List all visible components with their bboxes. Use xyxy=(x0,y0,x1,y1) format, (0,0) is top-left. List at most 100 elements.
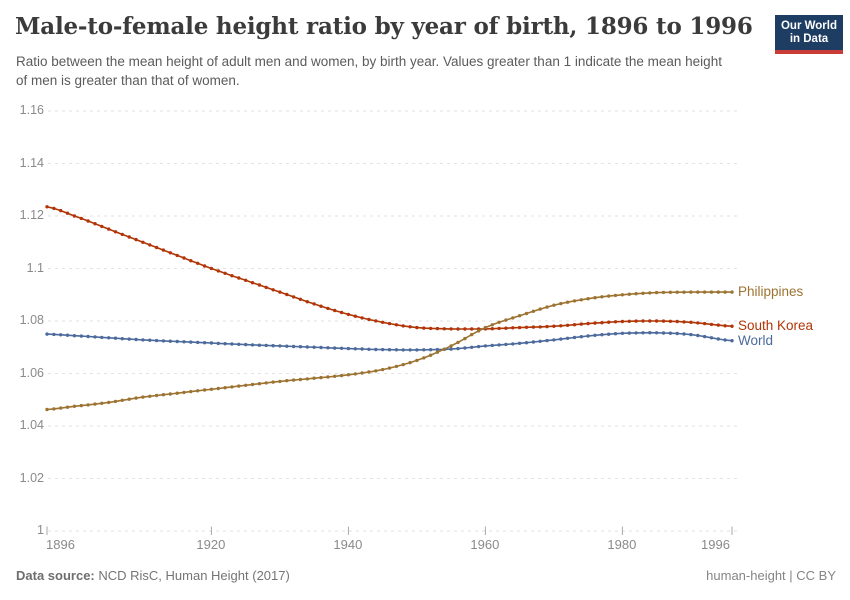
series-marker-world xyxy=(613,332,618,336)
series-marker-world xyxy=(497,343,501,347)
series-marker-world xyxy=(52,332,56,337)
series-marker-philippines xyxy=(702,290,707,294)
series-marker-world xyxy=(161,339,166,343)
series-marker-philippines xyxy=(264,381,268,385)
series-marker-world xyxy=(353,347,357,351)
series-marker-philippines xyxy=(339,373,344,378)
series-marker-south-korea xyxy=(168,251,172,255)
series-marker-south-korea xyxy=(339,310,344,315)
series-marker-world xyxy=(696,333,700,338)
series-marker-south-korea xyxy=(319,304,323,308)
owid-logo-line1: Our World xyxy=(780,19,837,32)
series-marker-south-korea xyxy=(154,245,159,250)
series-marker-world xyxy=(189,340,193,344)
series-marker-philippines xyxy=(517,314,522,318)
series-line-south-korea xyxy=(46,206,733,330)
series-marker-south-korea xyxy=(285,292,289,297)
series-marker-world xyxy=(291,344,296,349)
y-tick-label-1.06: 1.06 xyxy=(19,365,44,380)
series-marker-south-korea xyxy=(374,319,378,323)
series-marker-philippines xyxy=(209,387,214,391)
series-marker-south-korea xyxy=(312,302,316,306)
series-marker-south-korea xyxy=(93,222,97,226)
series-marker-world xyxy=(223,342,227,346)
series-marker-south-korea xyxy=(730,324,734,328)
series-marker-world xyxy=(168,339,172,343)
series-marker-south-korea xyxy=(202,264,207,268)
series-marker-world xyxy=(367,347,371,351)
series-marker-world xyxy=(298,345,303,349)
series-marker-world xyxy=(237,342,241,346)
series-marker-world xyxy=(511,342,515,346)
legend-label-south-korea[interactable]: South Korea xyxy=(738,318,814,334)
series-marker-south-korea xyxy=(230,274,234,278)
series-marker-philippines xyxy=(113,399,118,404)
series-marker-philippines xyxy=(415,358,419,363)
series-marker-south-korea xyxy=(661,319,666,323)
series-marker-world xyxy=(154,338,159,343)
series-marker-south-korea xyxy=(675,319,679,324)
legend-label-philippines[interactable]: Philippines xyxy=(738,284,804,300)
y-tick-label-1.14: 1.14 xyxy=(19,155,44,170)
series-marker-world xyxy=(79,334,84,338)
series-marker-south-korea xyxy=(120,232,125,237)
series-marker-south-korea xyxy=(565,323,570,327)
series-marker-philippines xyxy=(134,396,138,400)
series-marker-south-korea xyxy=(271,288,275,292)
series-marker-south-korea xyxy=(65,211,70,215)
x-tick-label-1940: 1940 xyxy=(333,537,363,552)
series-marker-south-korea xyxy=(209,266,214,271)
series-marker-world xyxy=(244,342,248,347)
series-marker-world xyxy=(380,347,385,352)
series-marker-south-korea xyxy=(415,325,419,330)
series-marker-philippines xyxy=(442,347,446,351)
series-marker-philippines xyxy=(52,407,56,411)
series-marker-south-korea xyxy=(100,224,104,229)
series-marker-philippines xyxy=(531,309,536,313)
series-marker-philippines xyxy=(387,366,392,370)
series-marker-world xyxy=(346,346,351,351)
series-marker-philippines xyxy=(586,297,590,301)
series-marker-south-korea xyxy=(696,321,700,325)
series-marker-world xyxy=(107,336,111,340)
owid-logo[interactable]: Our World in Data xyxy=(775,15,843,54)
series-marker-philippines xyxy=(401,362,405,367)
series-marker-south-korea xyxy=(326,306,330,311)
series-marker-south-korea xyxy=(716,323,720,327)
data-source[interactable]: Data source: NCD RisC, Human Height (201… xyxy=(16,568,290,583)
series-marker-south-korea xyxy=(223,271,227,275)
series-marker-philippines xyxy=(182,390,186,395)
series-marker-world xyxy=(668,331,673,335)
license-note[interactable]: human-height | CC BY xyxy=(706,568,836,583)
series-marker-philippines xyxy=(696,290,700,294)
series-marker-philippines xyxy=(654,290,659,295)
y-tick-label-1.1: 1.1 xyxy=(26,260,44,275)
series-marker-philippines xyxy=(196,389,200,393)
series-marker-south-korea xyxy=(723,324,727,328)
series-marker-south-korea xyxy=(593,321,597,325)
series-marker-world xyxy=(428,348,433,352)
series-marker-philippines xyxy=(161,393,166,397)
series-marker-philippines xyxy=(107,400,111,405)
series-marker-south-korea xyxy=(538,325,542,329)
series-marker-south-korea xyxy=(572,323,577,327)
series-marker-philippines xyxy=(333,374,337,378)
series-marker-south-korea xyxy=(59,208,63,213)
series-marker-south-korea xyxy=(127,235,131,239)
series-marker-south-korea xyxy=(668,319,673,323)
series-marker-south-korea xyxy=(86,219,90,223)
series-marker-south-korea xyxy=(333,308,337,313)
series-marker-south-korea xyxy=(470,327,474,331)
series-marker-south-korea xyxy=(134,237,138,242)
series-marker-south-korea xyxy=(641,319,645,323)
series-marker-south-korea xyxy=(607,320,611,324)
series-marker-philippines xyxy=(730,290,734,294)
series-marker-philippines xyxy=(600,295,604,299)
series-marker-world xyxy=(319,345,323,350)
series-marker-philippines xyxy=(154,393,159,398)
series-marker-philippines xyxy=(278,379,282,384)
legend-label-world[interactable]: World xyxy=(738,332,774,348)
series-marker-world xyxy=(709,336,714,340)
series-marker-world xyxy=(483,344,488,348)
